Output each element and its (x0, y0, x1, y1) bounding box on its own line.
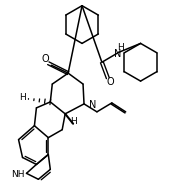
Text: N: N (114, 49, 121, 59)
Text: NH: NH (11, 170, 25, 179)
Text: O: O (42, 54, 49, 64)
Text: H: H (19, 93, 26, 102)
Text: H: H (70, 117, 77, 126)
Text: O: O (107, 77, 115, 87)
Text: H: H (117, 43, 124, 52)
Text: N: N (89, 100, 96, 110)
